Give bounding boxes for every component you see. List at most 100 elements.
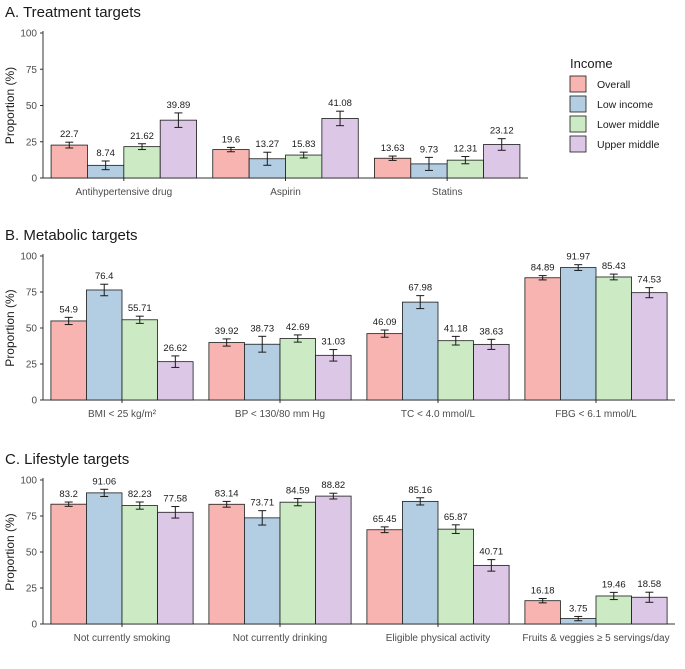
data-label: 18.58 bbox=[637, 579, 661, 590]
data-label: 73.71 bbox=[250, 498, 274, 509]
bar-low-income bbox=[244, 517, 281, 625]
bar-overall bbox=[50, 320, 87, 401]
bar-lower-middle bbox=[285, 154, 323, 179]
bar-overall bbox=[366, 529, 403, 625]
panel-title: B. Metabolic targets bbox=[5, 227, 138, 244]
bar-overall bbox=[366, 333, 403, 401]
bar-upper-middle bbox=[321, 118, 359, 179]
legend-swatch-overall bbox=[569, 75, 587, 93]
data-label: 15.83 bbox=[292, 139, 316, 150]
data-label: 38.73 bbox=[250, 323, 274, 334]
bar-overall bbox=[524, 277, 561, 401]
y-tick-label: 25 bbox=[26, 360, 38, 371]
data-label: 26.62 bbox=[163, 343, 187, 354]
bar-lower-middle bbox=[121, 319, 158, 401]
y-tick-label: 75 bbox=[26, 65, 38, 76]
y-tick-label: 0 bbox=[31, 620, 37, 631]
bar-low-income bbox=[560, 267, 597, 401]
bar-lower-middle bbox=[595, 276, 632, 401]
data-label: 39.89 bbox=[167, 100, 191, 111]
bar-overall bbox=[208, 342, 245, 401]
data-label: 67.98 bbox=[408, 283, 432, 294]
bar-overall bbox=[374, 157, 412, 179]
x-tick-label: FBG < 6.1 mmol/L bbox=[555, 409, 637, 420]
bar-low-income bbox=[402, 301, 439, 401]
x-tick-label: Eligible physical activity bbox=[386, 633, 491, 644]
legend-label: Overall bbox=[597, 79, 630, 91]
legend-label: Low income bbox=[597, 99, 653, 111]
data-label: 91.06 bbox=[92, 476, 116, 487]
data-label: 74.53 bbox=[637, 275, 661, 286]
bar-overall bbox=[524, 600, 561, 625]
data-label: 55.71 bbox=[128, 303, 152, 314]
data-label: 3.75 bbox=[569, 603, 588, 614]
x-tick-label: Aspirin bbox=[270, 187, 301, 198]
data-label: 22.7 bbox=[60, 129, 79, 140]
y-tick-label: 50 bbox=[26, 548, 38, 559]
y-axis-label: Proportion (%) bbox=[3, 289, 17, 366]
bar-upper-middle bbox=[159, 119, 197, 179]
x-tick-label: TC < 4.0 mmol/L bbox=[401, 409, 476, 420]
x-tick-label: Statins bbox=[432, 187, 463, 198]
legend-title: Income bbox=[570, 56, 613, 71]
data-label: 16.18 bbox=[531, 586, 555, 597]
bar-overall bbox=[50, 503, 87, 625]
chart-panel-3: C. Lifestyle targets Proportion (%) 0 25 50 7… bbox=[3, 451, 675, 644]
x-tick-label: Not currently smoking bbox=[74, 633, 171, 644]
data-label: 41.08 bbox=[328, 98, 352, 109]
x-tick-label: Fruits & veggies ≥ 5 servings/day bbox=[522, 633, 669, 644]
y-tick-label: 75 bbox=[26, 288, 38, 299]
y-tick-label: 50 bbox=[26, 324, 38, 335]
bar-upper-middle bbox=[473, 343, 510, 401]
y-tick-label: 25 bbox=[26, 584, 38, 595]
data-label: 83.2 bbox=[59, 489, 78, 500]
legend-swatch-low-income bbox=[569, 95, 587, 113]
data-label: 13.27 bbox=[255, 139, 279, 150]
bar-lower-middle bbox=[121, 505, 158, 625]
legend-swatch-upper-middle bbox=[569, 135, 587, 153]
panel-title: A. Treatment targets bbox=[5, 4, 141, 21]
y-tick-label: 0 bbox=[31, 174, 37, 185]
legend-label: Lower middle bbox=[597, 119, 660, 131]
data-label: 85.43 bbox=[602, 261, 626, 272]
data-label: 46.09 bbox=[373, 317, 397, 328]
y-tick-label: 50 bbox=[26, 101, 38, 112]
chart-panel-1: A. Treatment targets Proportion (%) 0 25 50 7… bbox=[3, 4, 528, 198]
bar-lower-middle bbox=[437, 528, 474, 625]
bar-lower-middle bbox=[595, 595, 632, 625]
data-label: 12.31 bbox=[453, 144, 477, 155]
data-label: 23.12 bbox=[490, 126, 514, 137]
data-label: 8.74 bbox=[96, 148, 115, 159]
bar-lower-middle bbox=[123, 146, 161, 179]
data-label: 65.45 bbox=[373, 514, 397, 525]
bar-overall bbox=[212, 149, 250, 179]
bar-overall bbox=[208, 503, 245, 625]
data-label: 40.71 bbox=[479, 547, 503, 558]
data-label: 91.97 bbox=[566, 252, 590, 263]
data-label: 21.62 bbox=[130, 131, 154, 142]
bar-low-income bbox=[86, 289, 123, 401]
data-label: 85.16 bbox=[408, 485, 432, 496]
data-label: 41.18 bbox=[444, 323, 468, 334]
data-label: 65.87 bbox=[444, 512, 468, 523]
bar-upper-middle bbox=[631, 292, 668, 401]
data-label: 77.58 bbox=[163, 494, 187, 505]
bar-upper-middle bbox=[157, 361, 194, 401]
x-tick-label: Not currently drinking bbox=[233, 633, 327, 644]
y-tick-label: 100 bbox=[20, 29, 37, 40]
bar-lower-middle bbox=[279, 501, 316, 625]
y-tick-label: 0 bbox=[31, 396, 37, 407]
x-tick-label: BP < 130/80 mm Hg bbox=[235, 409, 325, 420]
bar-upper-middle bbox=[473, 564, 510, 625]
data-label: 38.63 bbox=[479, 326, 503, 337]
legend-swatch-lower-middle bbox=[569, 115, 587, 133]
data-label: 19.46 bbox=[602, 579, 626, 590]
bar-upper-middle bbox=[315, 495, 352, 625]
bar-low-income bbox=[244, 343, 281, 401]
bar-overall bbox=[50, 144, 88, 179]
data-label: 82.23 bbox=[128, 489, 152, 500]
bar-low-income bbox=[402, 500, 439, 625]
data-label: 31.03 bbox=[321, 337, 345, 348]
y-tick-label: 75 bbox=[26, 512, 38, 523]
